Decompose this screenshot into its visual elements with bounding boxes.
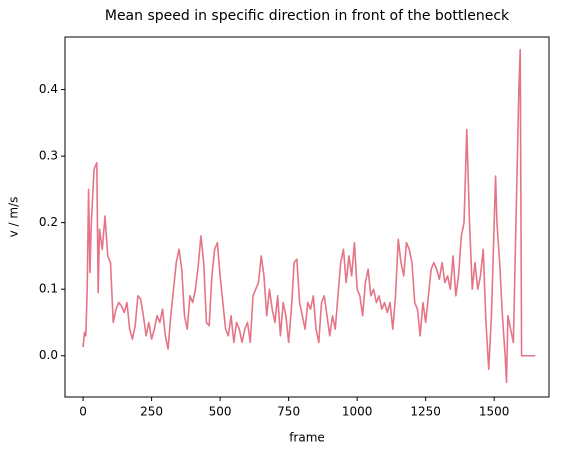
- chart-title: Mean speed in specific direction in fron…: [105, 8, 510, 24]
- x-tick-label: 1000: [342, 405, 373, 419]
- data-line: [82, 48, 536, 384]
- x-tick-label: 1250: [410, 405, 441, 419]
- plot-frame: [64, 36, 550, 398]
- x-tick-label: 250: [140, 405, 163, 419]
- y-tick-label: 0.4: [39, 82, 58, 96]
- x-tick-label: 1500: [479, 405, 510, 419]
- x-tick-label: 500: [209, 405, 232, 419]
- x-axis-label: frame: [289, 431, 325, 445]
- y-tick-label: 0.3: [39, 149, 58, 163]
- x-tick-label: 0: [79, 405, 87, 419]
- y-tick-label: 0.0: [39, 348, 58, 362]
- y-tick-label: 0.2: [39, 215, 58, 229]
- y-axis-label: v / m/s: [7, 197, 21, 238]
- y-tick-label: 0.1: [39, 282, 58, 296]
- x-tick-label: 750: [277, 405, 300, 419]
